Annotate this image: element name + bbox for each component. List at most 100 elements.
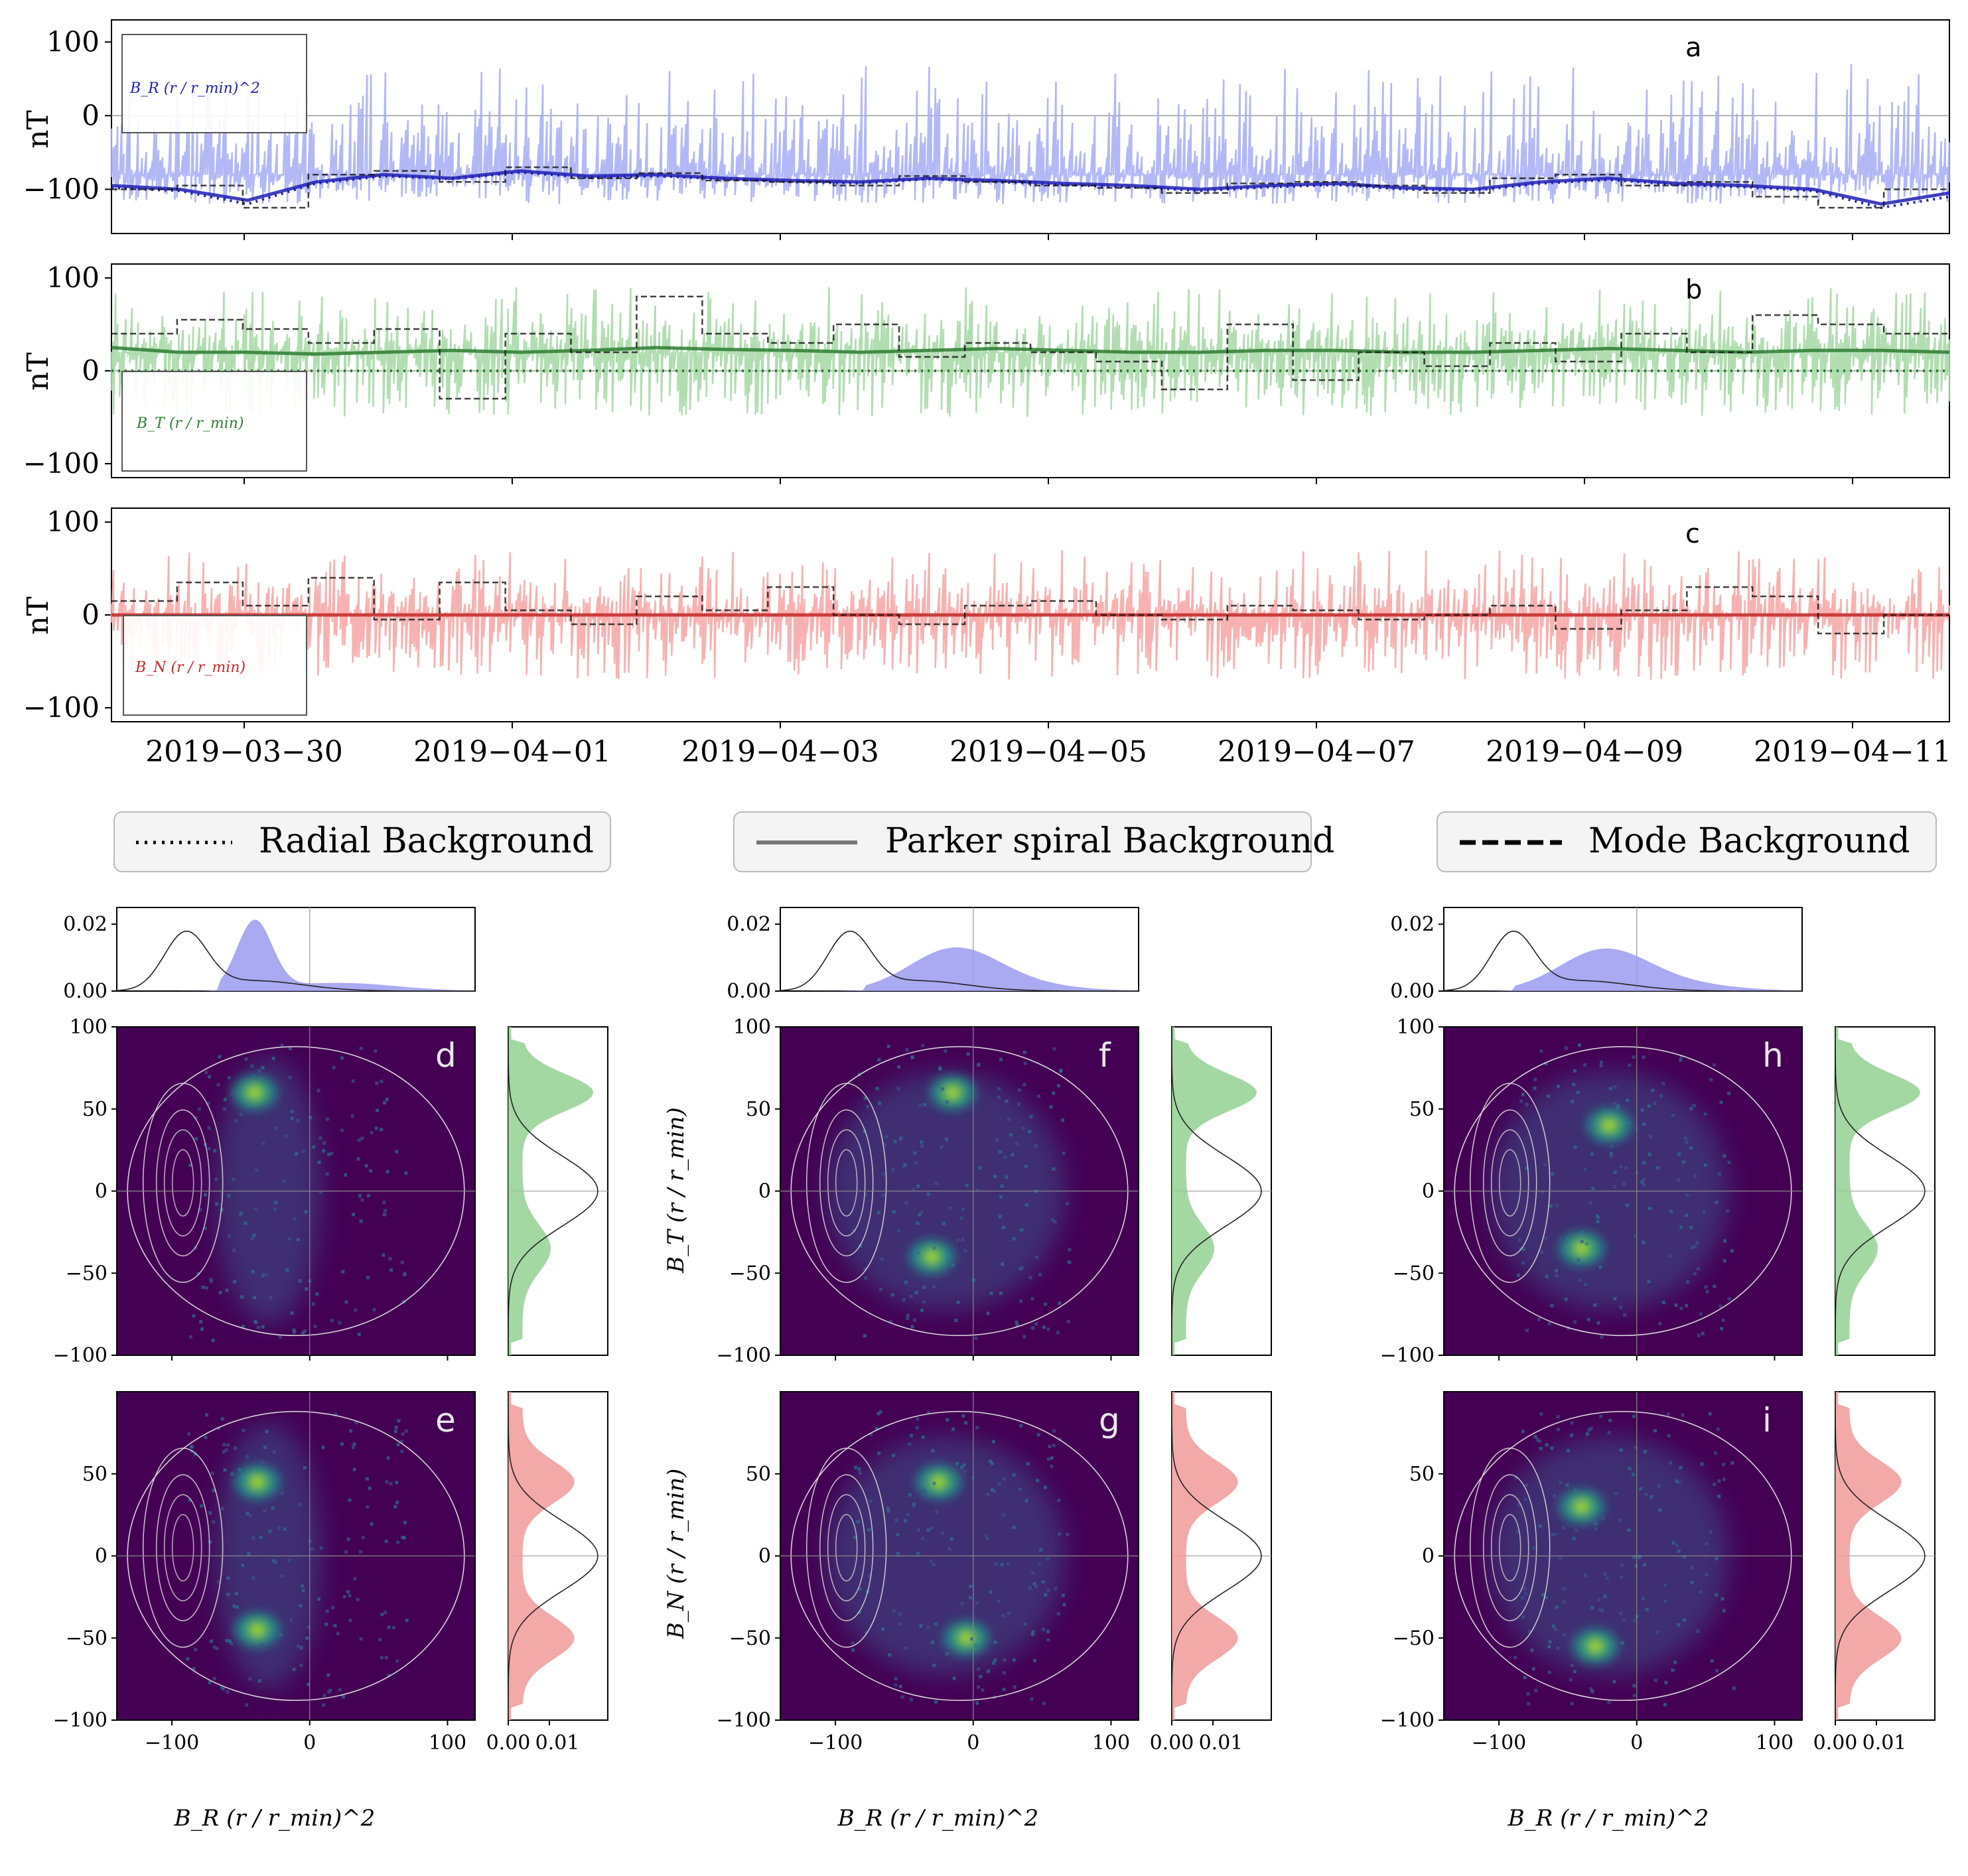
density-cell [1030, 1633, 1034, 1637]
ytick-label: 0 [758, 1545, 771, 1568]
density-cell [863, 1334, 867, 1338]
density-cell [1570, 1434, 1574, 1438]
density-cell [1544, 1236, 1548, 1240]
density-cell [1551, 1624, 1555, 1628]
density-cell [277, 1526, 281, 1530]
density-cell [1627, 1528, 1631, 1532]
density-cell [921, 1536, 925, 1540]
density-cell [318, 1136, 322, 1140]
density-cell [1044, 1302, 1048, 1306]
density-cell [1005, 1175, 1009, 1179]
density-cell [886, 1045, 890, 1049]
contour [163, 1129, 202, 1237]
density-cell [892, 1453, 896, 1457]
density-cell [1052, 1047, 1056, 1051]
density-cell [1683, 1136, 1687, 1140]
density-cell [906, 1317, 910, 1321]
density-cell [989, 1292, 993, 1296]
density-cell [1622, 1182, 1626, 1186]
density-cell [341, 1270, 345, 1274]
hotspot-core [247, 1474, 267, 1491]
density-cell [245, 1703, 249, 1707]
density-cell [367, 1193, 371, 1197]
density-cell [908, 1442, 912, 1446]
density-cell [1722, 1477, 1726, 1481]
density-cell [253, 1207, 257, 1211]
density-cell [1039, 1548, 1043, 1552]
density-cell [857, 1467, 861, 1471]
density-cell [1634, 1234, 1638, 1238]
panel-c-data: −100 0 100 [23, 505, 1951, 724]
density-cell [1015, 1323, 1019, 1327]
heatmap-i: i −100 −50 0 50 −100 0 100 0.00 0.01 [1380, 1391, 1935, 1755]
density-cell [232, 1604, 236, 1608]
xlabel-col2: B_R (r / r_min)^2 [837, 1805, 1039, 1832]
density-cell [326, 1673, 330, 1677]
density-cell [351, 1079, 355, 1083]
density-cell [1642, 1161, 1646, 1165]
density-cell [1641, 1597, 1645, 1601]
panel-c-legend-text: B_N (r / r_min) [135, 659, 246, 676]
density-cell [1562, 1600, 1566, 1604]
density-cell [1003, 1658, 1007, 1662]
density-cell [188, 1163, 192, 1167]
density-cell [386, 1170, 389, 1173]
density-cell [921, 1435, 925, 1439]
density-cell [912, 1502, 916, 1506]
density-cell [1721, 1597, 1724, 1601]
density-cell [1521, 1615, 1525, 1619]
density-cell [1525, 1103, 1529, 1106]
density-cell [1031, 1630, 1035, 1634]
heatmap-e: e −100 −50 0 50 −100 0 100 0.00 0.01 [53, 1391, 608, 1755]
hotspot-core [245, 1085, 264, 1101]
density-cell [1640, 1108, 1644, 1112]
density-cell [1559, 1237, 1563, 1241]
side-hist-fill [1835, 1392, 1902, 1720]
density-cell [285, 1134, 289, 1138]
density-cell [1573, 1670, 1577, 1674]
density-cell [951, 1263, 955, 1267]
density-cell [999, 1292, 1003, 1296]
ytick-label: 0 [82, 99, 100, 131]
density-cell [1669, 1461, 1673, 1465]
density-cell [263, 1445, 267, 1449]
density-cell [1612, 1680, 1616, 1684]
density-cell [914, 1291, 918, 1295]
density-cell [226, 1443, 230, 1447]
density-cell [303, 1329, 307, 1333]
density-cell [1024, 1203, 1028, 1207]
contour [155, 1474, 210, 1621]
density-cell [1068, 1260, 1072, 1264]
density-cell [385, 1480, 389, 1484]
density-cell [333, 1624, 337, 1628]
top-hist-frame [116, 907, 476, 992]
ytick-label: 100 [733, 1016, 771, 1039]
density-cell [867, 1528, 871, 1532]
panel-b-label: b [1685, 275, 1702, 305]
density-cell [975, 1188, 979, 1192]
panel-b-data: −100 0 100 [23, 261, 1951, 480]
density-cell [273, 1095, 277, 1099]
density-cell [897, 1622, 901, 1626]
density-cell [1720, 1327, 1724, 1331]
density-cell [920, 1144, 924, 1148]
density-cell [1573, 1069, 1577, 1073]
density-cell [1559, 1481, 1563, 1485]
density-cell [1018, 1487, 1022, 1491]
density-cell [1730, 1249, 1734, 1253]
density-cell [1632, 1694, 1636, 1698]
density-cell [853, 1465, 857, 1469]
density-cell [898, 1684, 902, 1688]
density-cell [1543, 1163, 1547, 1167]
density-cell [1682, 1618, 1686, 1622]
density-cell [1648, 1207, 1652, 1211]
density-cell [886, 1509, 890, 1513]
density-cell [346, 1537, 350, 1541]
density-cell [388, 1256, 392, 1260]
density-cell [918, 1103, 922, 1107]
density-cell [1030, 1326, 1034, 1330]
density-cell [1689, 1225, 1693, 1229]
density-cell [356, 1597, 360, 1601]
density-cell [1563, 1587, 1567, 1591]
